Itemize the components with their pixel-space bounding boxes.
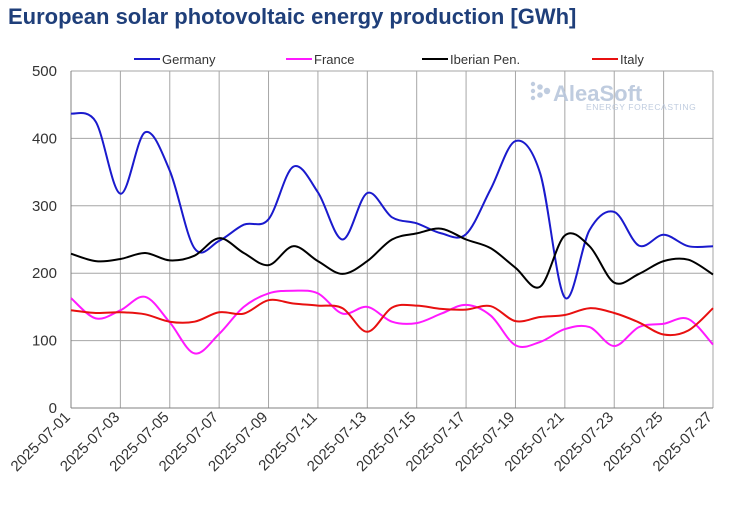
- y-tick-labels: 0 100 200 300 400 500: [32, 63, 57, 417]
- logo-dot: [537, 84, 543, 90]
- series-line-germany: [70, 112, 714, 300]
- grid: [70, 70, 714, 408]
- legend-label-france: France: [314, 52, 354, 67]
- logo-wordmark: AleaSoft: [553, 81, 643, 106]
- legend-label-iberian-pen: Iberian Pen.: [450, 52, 520, 67]
- aleasoft-logo: AleaSoft ENERGY FORECASTING: [530, 81, 696, 112]
- logo-tagline: ENERGY FORECASTING: [586, 102, 696, 112]
- series-line-france: [70, 289, 714, 355]
- logo-dot: [530, 95, 536, 101]
- series-lines: [70, 112, 714, 355]
- y-tick-label: 300: [32, 198, 57, 215]
- legend-label-germany: Germany: [162, 52, 216, 67]
- y-tick-label: 200: [32, 265, 57, 282]
- logo-dot: [530, 81, 536, 87]
- logo-dot: [543, 87, 551, 95]
- series-line-iberian-pen: [70, 227, 714, 289]
- y-tick-label: 500: [32, 63, 57, 80]
- y-tick-label: 0: [49, 400, 57, 417]
- series-line-italy: [70, 298, 714, 337]
- legend: Germany France Iberian Pen. Italy: [134, 52, 644, 67]
- logo-dot: [537, 92, 543, 98]
- x-tick-labels: 2025-07-012025-07-032025-07-052025-07-07…: [8, 409, 716, 475]
- chart-title: European solar photovoltaic energy produ…: [8, 4, 577, 29]
- logo-dots-icon: [530, 81, 551, 101]
- logo-dot: [530, 88, 536, 94]
- legend-label-italy: Italy: [620, 52, 644, 67]
- axes: [70, 71, 713, 409]
- y-tick-label: 100: [32, 333, 57, 350]
- y-tick-label: 400: [32, 130, 57, 147]
